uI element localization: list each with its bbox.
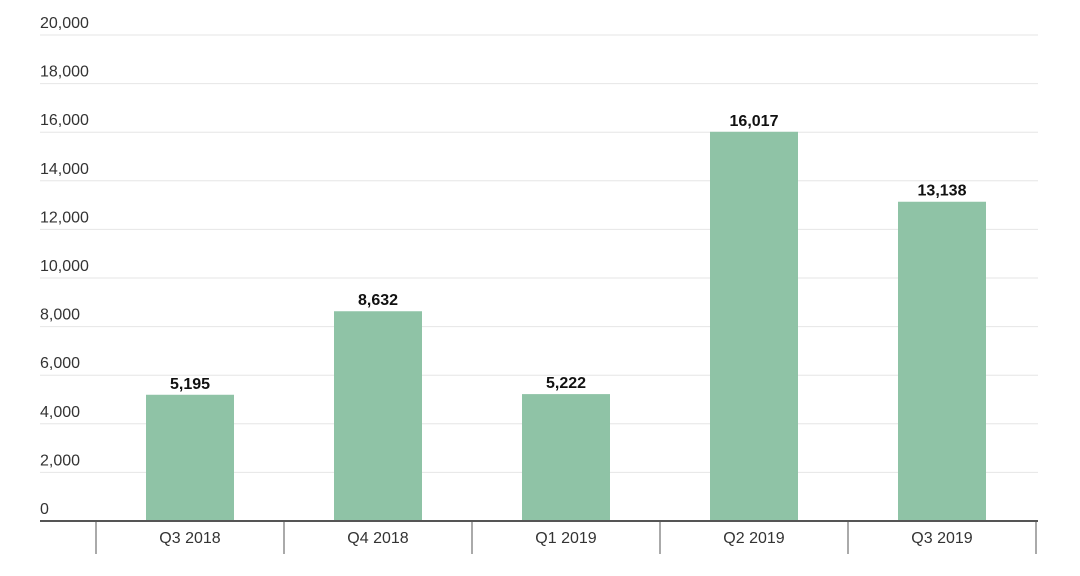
bar-q3-2018	[146, 394, 234, 521]
bar-q1-2019	[522, 394, 610, 521]
y-tick-label: 4,000	[40, 404, 80, 421]
data-label: 5,222	[546, 375, 586, 392]
y-tick-label: 0	[40, 501, 49, 518]
data-label: 8,632	[358, 292, 398, 309]
x-tick-label: Q1 2019	[535, 530, 596, 547]
data-label: 5,195	[170, 376, 210, 393]
y-axis-ticks: 0 2,000 4,000 6,000 8,000 10,000 12,000 14,000 1…	[40, 15, 89, 518]
bar-q2-2019	[710, 131, 798, 521]
x-tick-label: Q3 2019	[911, 530, 972, 547]
y-tick-label: 12,000	[40, 209, 89, 226]
y-tick-label: 14,000	[40, 161, 89, 178]
bar-q4-2018	[334, 311, 422, 521]
bars	[146, 131, 986, 522]
data-label: 16,017	[730, 113, 779, 130]
y-tick-label: 10,000	[40, 258, 89, 275]
data-label: 13,138	[918, 183, 967, 200]
x-tick-label: Q2 2019	[723, 530, 784, 547]
data-labels: 5,195 8,632 5,222 16,017 13,138	[170, 113, 967, 393]
bar-q3-2019	[898, 201, 986, 522]
y-tick-label: 8,000	[40, 307, 80, 324]
y-tick-label: 16,000	[40, 112, 89, 129]
y-tick-label: 20,000	[40, 15, 89, 32]
x-axis: Q3 2018 Q4 2018 Q1 2019 Q2 2019 Q3 2019	[40, 520, 1038, 554]
y-tick-label: 2,000	[40, 452, 80, 469]
x-tick-label: Q3 2018	[159, 530, 220, 547]
x-tick-label: Q4 2018	[347, 530, 408, 547]
y-tick-label: 6,000	[40, 355, 80, 372]
y-tick-label: 18,000	[40, 64, 89, 81]
